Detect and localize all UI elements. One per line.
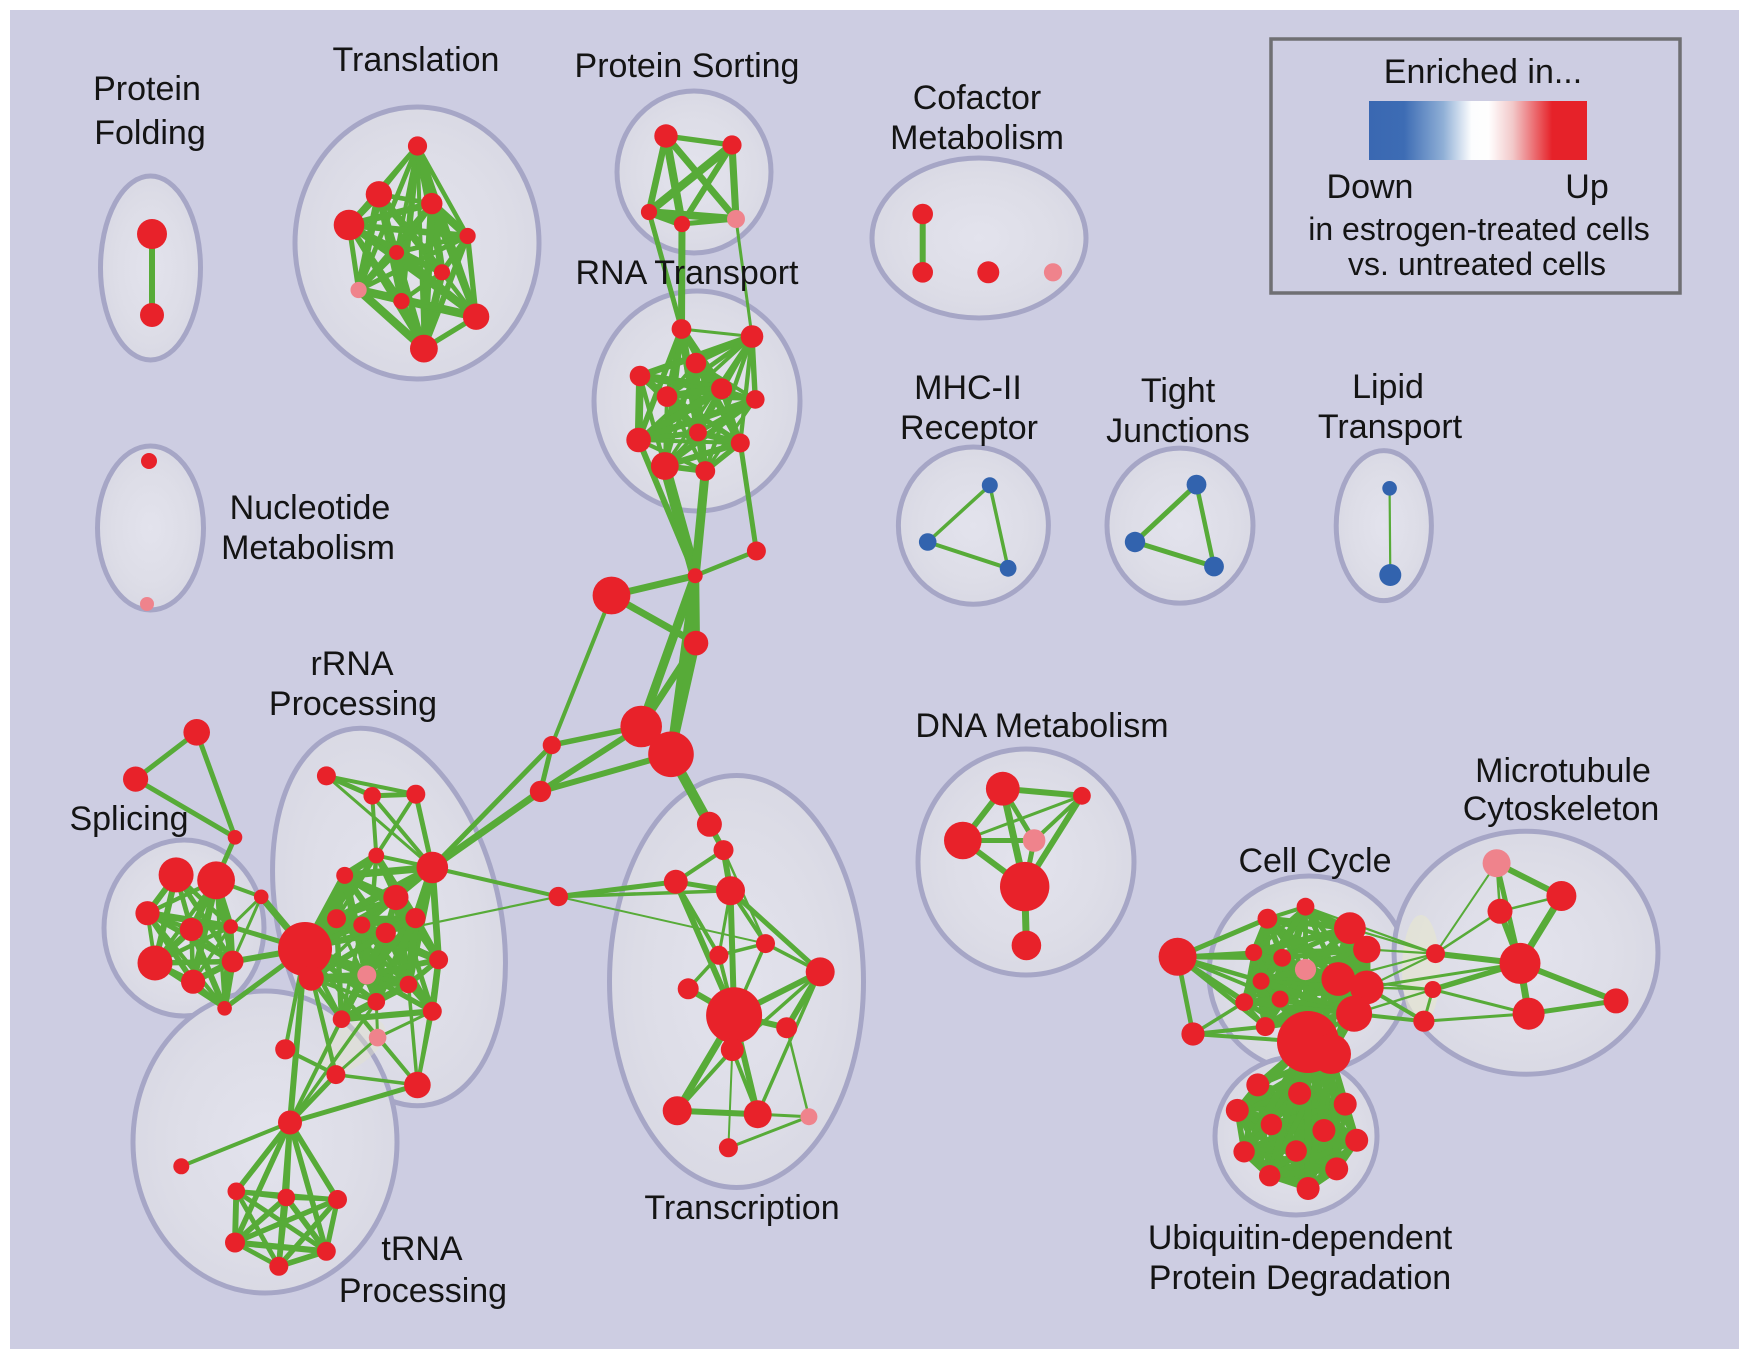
svg-text:Cell Cycle: Cell Cycle	[1238, 842, 1391, 880]
svg-text:Junctions: Junctions	[1106, 412, 1250, 450]
svg-text:rRNA: rRNA	[310, 645, 393, 683]
svg-text:Translation: Translation	[333, 41, 500, 79]
svg-text:Up: Up	[1565, 168, 1608, 206]
svg-text:Microtubule: Microtubule	[1475, 752, 1651, 790]
svg-text:RNA Transport: RNA Transport	[576, 254, 800, 292]
svg-text:vs. untreated cells: vs. untreated cells	[1348, 246, 1606, 282]
svg-text:in estrogen-treated cells: in estrogen-treated cells	[1308, 211, 1650, 247]
svg-text:Metabolism: Metabolism	[890, 119, 1064, 157]
svg-text:Folding: Folding	[94, 114, 206, 152]
svg-text:Transcription: Transcription	[644, 1189, 839, 1227]
svg-text:Processing: Processing	[339, 1272, 507, 1310]
svg-text:DNA Metabolism: DNA Metabolism	[915, 707, 1168, 745]
svg-text:Transport: Transport	[1318, 408, 1463, 446]
svg-text:Ubiquitin-dependent: Ubiquitin-dependent	[1148, 1219, 1453, 1257]
svg-text:MHC-II: MHC-II	[914, 369, 1022, 407]
svg-text:Down: Down	[1327, 168, 1414, 206]
svg-text:Cytoskeleton: Cytoskeleton	[1463, 790, 1660, 828]
svg-text:tRNA: tRNA	[381, 1230, 463, 1268]
svg-text:Cofactor: Cofactor	[913, 79, 1042, 117]
svg-text:Receptor: Receptor	[900, 409, 1038, 447]
svg-text:Protein Sorting: Protein Sorting	[575, 47, 800, 85]
svg-text:Lipid: Lipid	[1352, 368, 1424, 406]
svg-text:Nucleotide: Nucleotide	[230, 489, 391, 527]
svg-text:Processing: Processing	[269, 685, 437, 723]
svg-text:Metabolism: Metabolism	[221, 529, 395, 567]
svg-text:Protein Degradation: Protein Degradation	[1149, 1259, 1451, 1297]
svg-text:Enriched in...: Enriched in...	[1384, 53, 1582, 91]
svg-text:Protein: Protein	[93, 70, 201, 108]
svg-text:Splicing: Splicing	[69, 800, 188, 838]
svg-text:Tight: Tight	[1141, 372, 1216, 410]
